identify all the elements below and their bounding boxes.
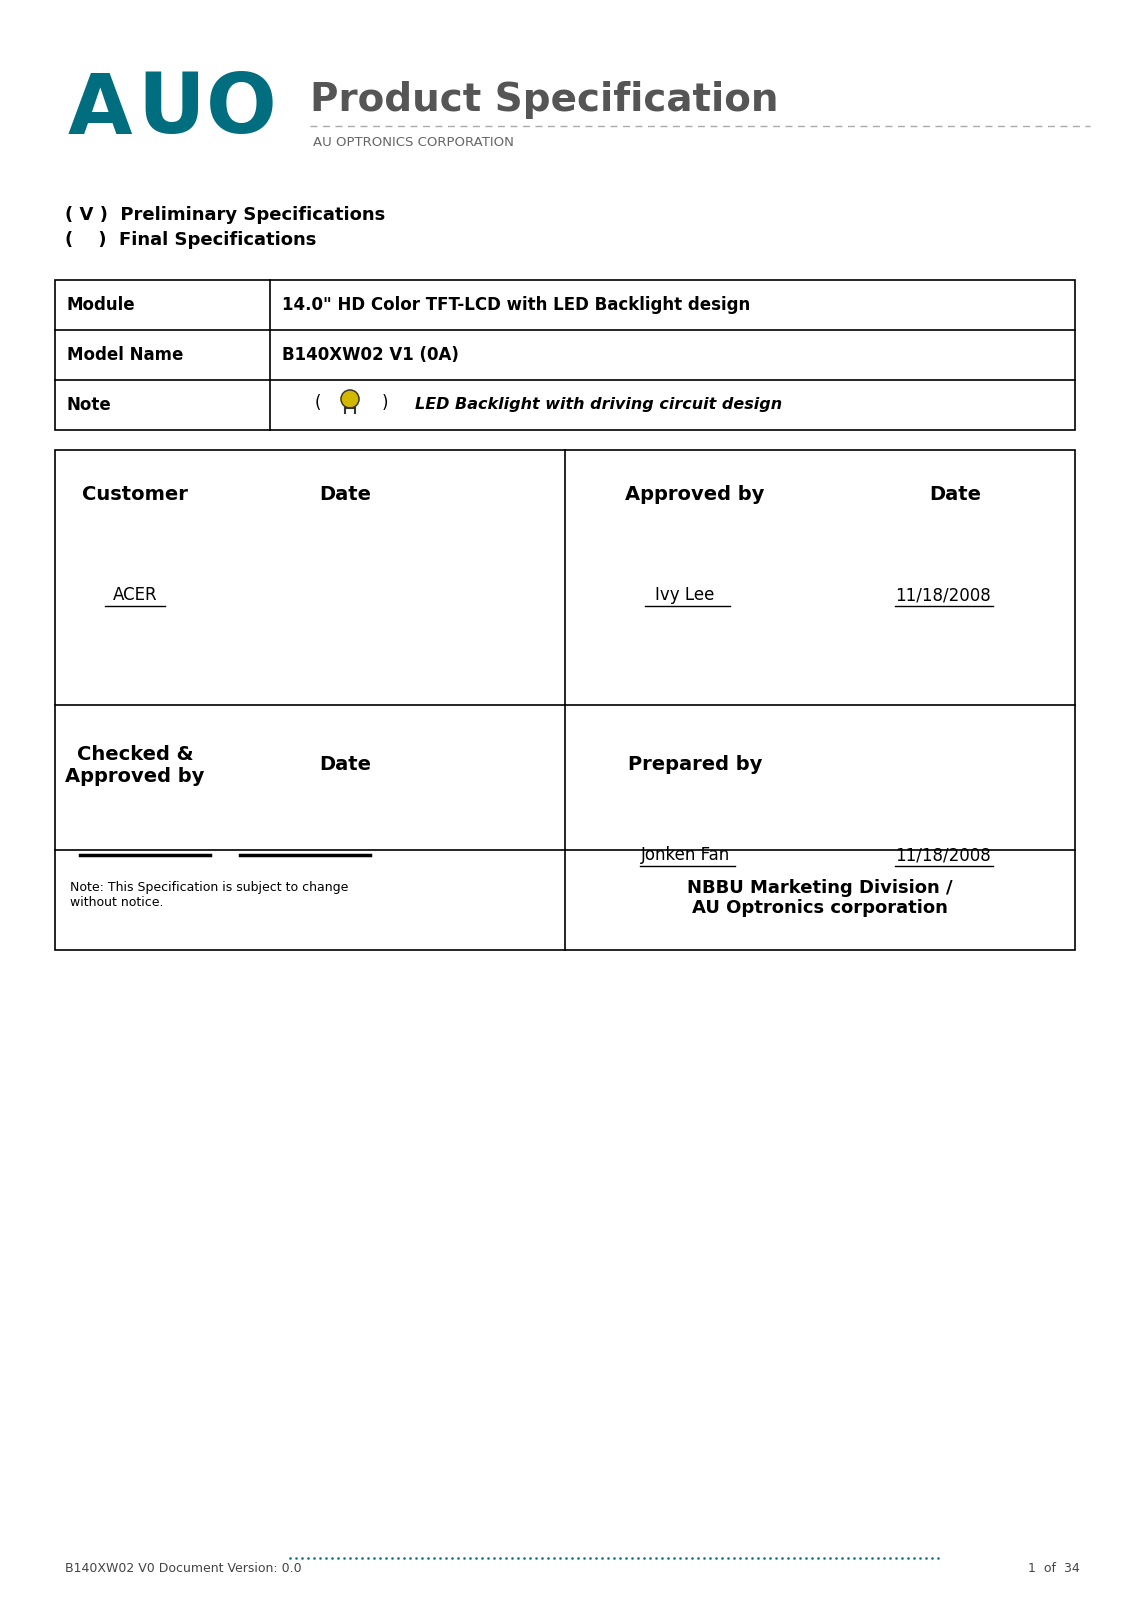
Text: Ivy Lee: Ivy Lee [655, 586, 715, 603]
Text: Prepared by: Prepared by [628, 755, 762, 774]
Text: 11/18/2008: 11/18/2008 [895, 846, 991, 864]
Bar [55, 450, 1074, 950]
Text: O: O [206, 69, 277, 150]
Text: Customer: Customer [83, 485, 188, 504]
Text: ): ) [382, 394, 388, 411]
Text: Note: Note [67, 395, 112, 414]
Text: 1  of  34: 1 of 34 [1028, 1562, 1080, 1574]
Text: Model Name: Model Name [67, 346, 183, 365]
Text: (: ( [314, 394, 321, 411]
Text: A: A [68, 69, 132, 150]
Text: 11/18/2008: 11/18/2008 [895, 586, 991, 603]
Text: Module: Module [67, 296, 136, 314]
Text: B140XW02 V1 (0A): B140XW02 V1 (0A) [282, 346, 459, 365]
Text: Jonken Fan: Jonken Fan [640, 846, 729, 864]
Text: Approved by: Approved by [625, 485, 765, 504]
Text: AU OPTRONICS CORPORATION: AU OPTRONICS CORPORATION [313, 136, 513, 149]
Text: Date: Date [929, 485, 981, 504]
Circle shape [342, 390, 359, 408]
Text: (    )  Final Specifications: ( ) Final Specifications [64, 230, 317, 250]
Text: Product Specification: Product Specification [310, 82, 778, 118]
Text: 14.0" HD Color TFT-LCD with LED Backlight design: 14.0" HD Color TFT-LCD with LED Backligh… [282, 296, 750, 314]
Text: Note: This Specification is subject to change
without notice.: Note: This Specification is subject to c… [70, 882, 348, 909]
Text: B140XW02 V0 Document Version: 0.0: B140XW02 V0 Document Version: 0.0 [64, 1562, 302, 1574]
Text: ACER: ACER [113, 586, 157, 603]
Text: Date: Date [319, 755, 371, 774]
Text: LED Backlight with driving circuit design: LED Backlight with driving circuit desig… [415, 397, 783, 413]
Text: NBBU Marketing Division /
AU Optronics corporation: NBBU Marketing Division / AU Optronics c… [688, 878, 952, 917]
Text: Checked &
Approved by: Checked & Approved by [66, 744, 205, 786]
Text: Date: Date [319, 485, 371, 504]
Text: ( V )  Preliminary Specifications: ( V ) Preliminary Specifications [64, 206, 386, 224]
Bar [55, 280, 1074, 430]
Text: U: U [137, 69, 205, 150]
